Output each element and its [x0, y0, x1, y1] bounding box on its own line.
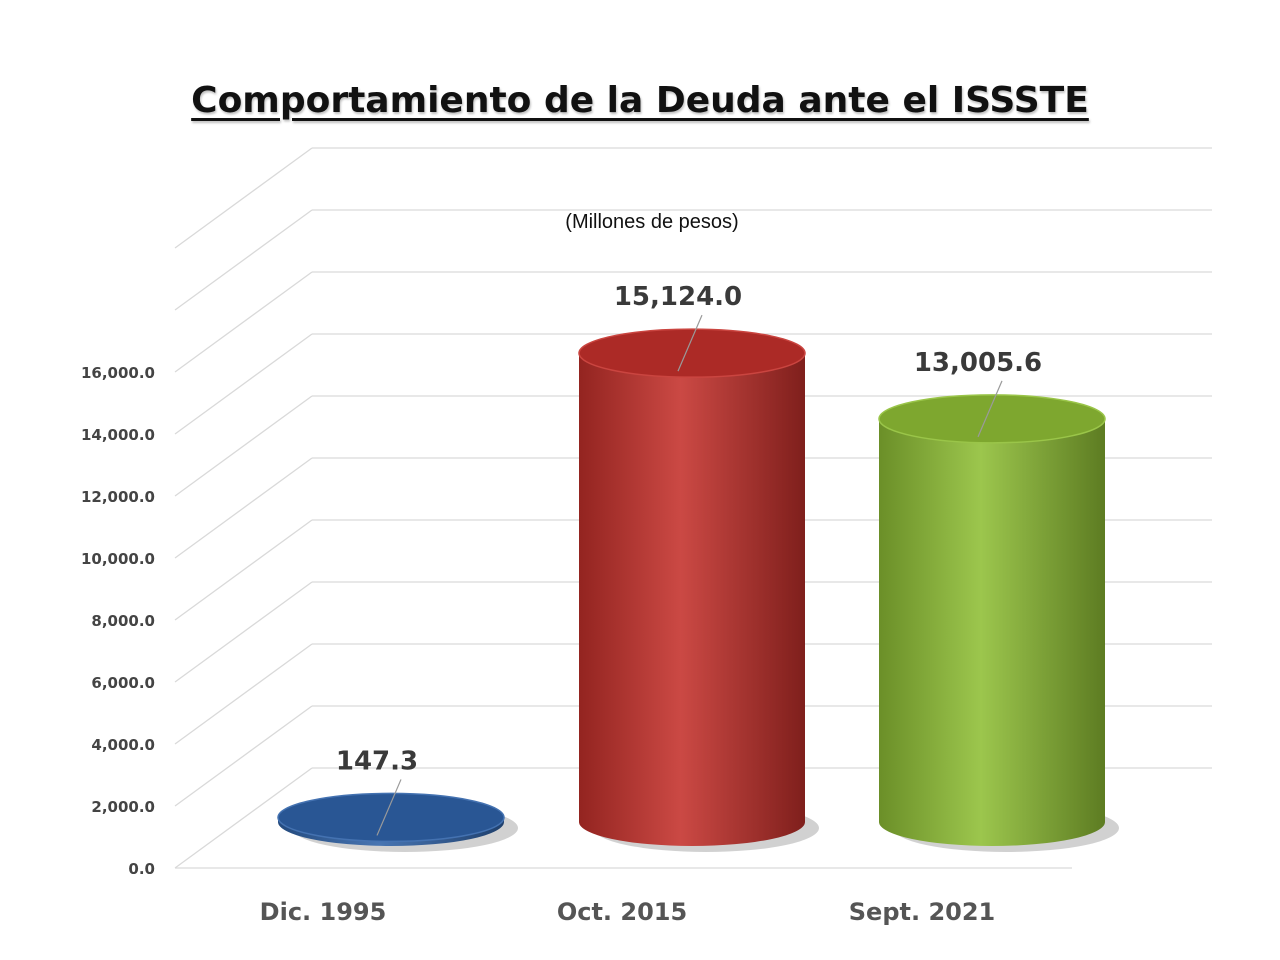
y-axis-ticks: 0.0 2,000.0 4,000.0 6,000.0 8,000.0 10,000.0 1…: [81, 364, 155, 878]
grid-line-side: [174, 271, 313, 373]
bar-body: [879, 418, 1105, 846]
grid-line-side: [174, 333, 313, 435]
y-tick-label: 2,000.0: [91, 798, 155, 816]
chart-subtitle: (Millones de pesos): [565, 211, 739, 233]
grid-line-side: [174, 581, 313, 683]
grid-line-side: [174, 519, 313, 621]
bar-body: [579, 353, 805, 846]
y-tick-label: 4,000.0: [91, 736, 155, 754]
grid-line-side: [174, 705, 313, 807]
grid-line-side: [174, 457, 313, 559]
data-label: 147.3: [336, 746, 418, 776]
y-tick-label: 16,000.0: [81, 364, 155, 382]
x-category-label: Dic. 1995: [260, 898, 387, 926]
grid-line-side: [174, 147, 313, 249]
y-tick-label: 12,000.0: [81, 488, 155, 506]
grid-line-side: [174, 395, 313, 497]
x-axis-categories: Dic. 1995 Oct. 2015 Sept. 2021: [260, 898, 996, 926]
data-labels: 147.3 15,124.0 13,005.6: [336, 282, 1042, 836]
chart-title: Comportamiento de la Deuda ante el ISSST…: [191, 80, 1089, 121]
bar-top-cap: [277, 792, 505, 843]
data-label: 15,124.0: [614, 282, 742, 312]
bar-0: [277, 792, 518, 852]
x-category-label: Sept. 2021: [849, 898, 995, 926]
data-label: 13,005.6: [914, 348, 1042, 378]
grid-line-side: [174, 767, 313, 869]
x-category-label: Oct. 2015: [557, 898, 687, 926]
y-tick-label: 14,000.0: [81, 426, 155, 444]
bar-top-cap: [878, 394, 1106, 444]
bar-2: [878, 394, 1119, 852]
y-tick-label: 8,000.0: [91, 612, 155, 630]
leader-line: [677, 314, 703, 372]
grid-line-side: [174, 643, 313, 745]
grid-line-side: [174, 209, 313, 311]
y-tick-label: 6,000.0: [91, 674, 155, 692]
bar-1: [578, 328, 819, 852]
leader-line: [977, 380, 1003, 438]
bars: [277, 328, 1119, 852]
y-tick-label: 0.0: [128, 860, 155, 878]
y-tick-label: 10,000.0: [81, 550, 155, 568]
leader-line: [376, 779, 402, 836]
bar-top-cap: [578, 328, 806, 378]
